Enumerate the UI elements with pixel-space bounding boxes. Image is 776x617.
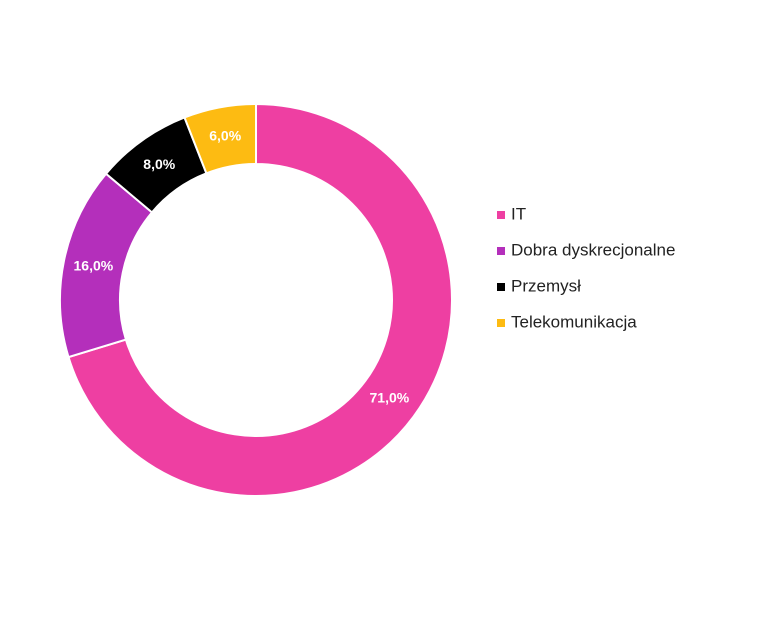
legend-label: Przemysł	[511, 276, 581, 295]
donut-slice	[67, 102, 453, 497]
legend-label: IT	[511, 204, 526, 223]
legend-label: Dobra dyskrecjonalne	[511, 240, 675, 259]
legend-swatch	[497, 319, 505, 327]
value-label: 71,0%	[370, 390, 410, 406]
donut-slice	[183, 102, 257, 175]
value-label: 8,0%	[143, 156, 175, 172]
legend-label: Telekomunikacja	[511, 312, 637, 331]
value-label: 16,0%	[74, 257, 114, 273]
legend-swatch	[497, 283, 505, 291]
value-label: 6,0%	[209, 128, 241, 144]
legend-swatch	[497, 247, 505, 255]
legend-swatch	[497, 211, 505, 219]
